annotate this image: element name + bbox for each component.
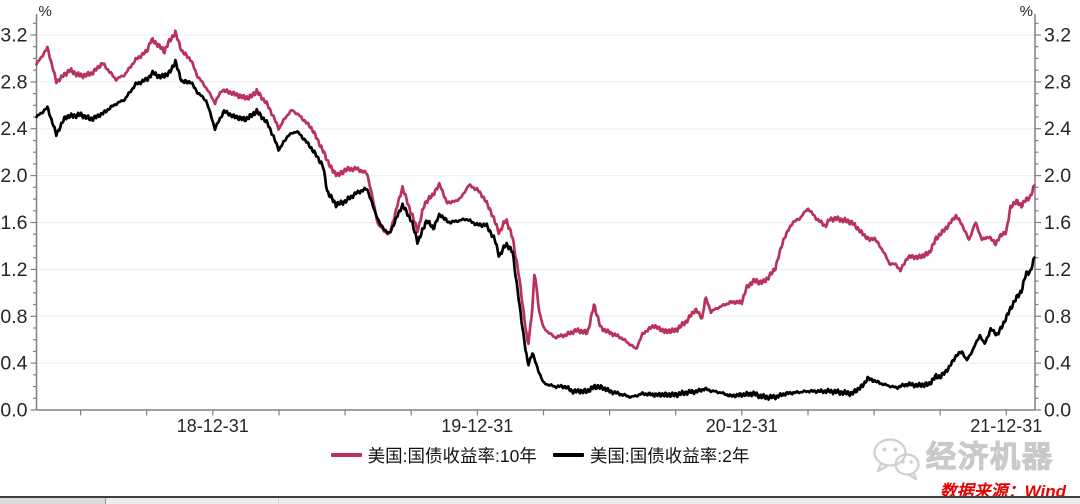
table-border-line [0,496,1080,498]
x-axis-label: 18-12-31 [177,416,249,436]
y-axis-label-left: 3.2 [0,25,27,47]
chart-legend: 美国:国债收益率:10年 美国:国债收益率:2年 [0,444,1080,466]
legend-line-10y-icon [330,453,362,457]
legend-item-2y: 美国:国债收益率:2年 [552,443,750,468]
x-axis-label: 21-12-31 [970,416,1042,436]
table-row-partial [0,498,1080,504]
x-axis-label: 19-12-31 [441,416,513,436]
y-axis-label-right: 2.4 [1044,118,1071,140]
y-axis-label-right: 0.4 [1044,353,1071,375]
y-axis-label-right: 1.6 [1044,212,1071,234]
legend-label-10y: 美国:国债收益率:10年 [367,445,537,466]
watermark-text: 经济机器 [925,440,1054,474]
y-axis-label-left: 2.4 [0,118,27,140]
unit-label-right: % [1020,3,1033,20]
y-axis-label-right: 2.8 [1044,71,1071,93]
table-top-edge [0,496,1080,504]
series-line-10y [35,29,1036,350]
table-cell-divider [278,498,279,504]
y-axis-label-left: 0.0 [0,400,27,422]
wechat-icon [873,438,920,480]
y-axis-label-right: 3.2 [1044,25,1071,47]
legend-line-2y-icon [552,453,584,457]
y-axis-label-left: 0.4 [0,353,27,375]
x-axis-label: 20-12-31 [706,416,778,436]
y-axis-label-left: 1.2 [0,259,27,281]
y-axis-label-left: 2.8 [0,71,27,93]
y-axis-label-right: 0.8 [1044,306,1071,328]
series-line-2y [35,58,1036,401]
legend-label-2y: 美国:国债收益率:2年 [589,445,750,466]
y-axis-label-right: 1.2 [1044,259,1071,281]
y-axis-label-left: 1.6 [0,212,27,234]
y-axis-label-right: 0.0 [1044,400,1071,422]
y-axis-label-right: 2.0 [1044,165,1071,187]
unit-label-left: % [39,3,52,20]
y-axis-label-left: 0.8 [0,306,27,328]
y-axis-label-left: 2.0 [0,165,27,187]
legend-item-10y: 美国:国债收益率:10年 [330,443,537,468]
watermark: 经济机器 [870,436,1054,480]
table-corner-cell [0,498,106,504]
